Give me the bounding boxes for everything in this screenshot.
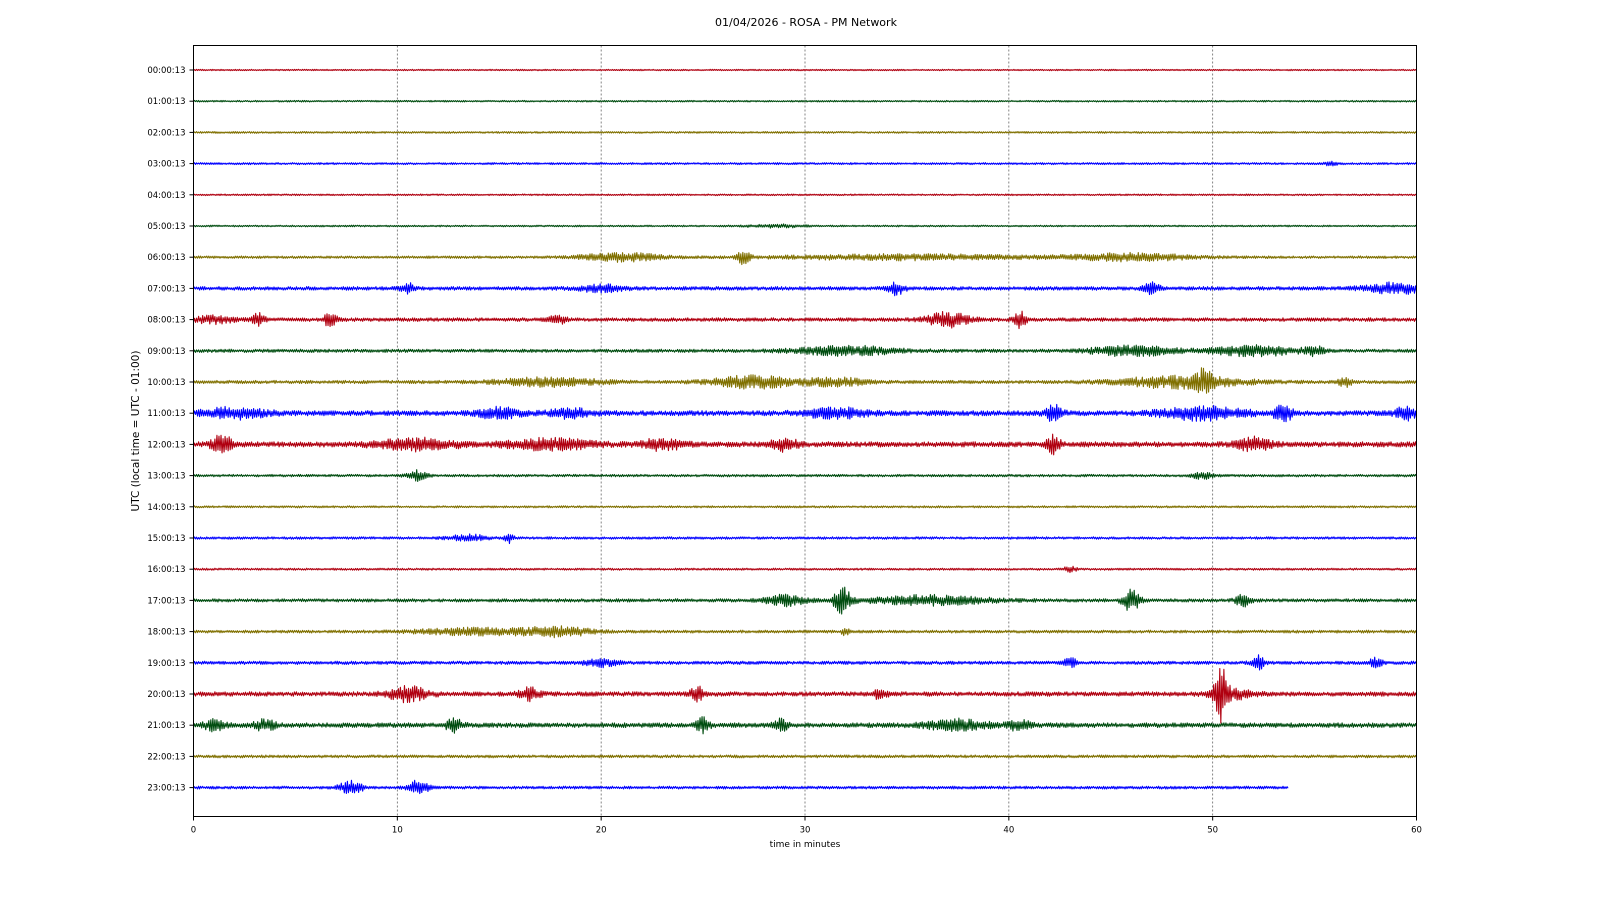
trace-line (193, 344, 1418, 358)
y-tick-label: 13:00:13 (147, 472, 185, 482)
trace-line (193, 779, 1289, 795)
trace-line (193, 625, 1417, 639)
trace-line (193, 654, 1417, 671)
y-tick-label: 00:00:13 (147, 66, 185, 76)
trace-line (193, 99, 1417, 103)
trace-line (193, 251, 1417, 266)
y-tick-label: 21:00:13 (147, 721, 185, 731)
y-tick-label: 16:00:13 (147, 565, 185, 575)
trace-line (193, 533, 1417, 545)
plot-frame (193, 45, 1417, 817)
chart-title: 01/04/2026 - ROSA - PM Network (715, 16, 898, 29)
y-tick-label: 22:00:13 (147, 752, 185, 762)
x-axis-label: time in minutes (770, 840, 841, 850)
y-tick-label: 05:00:13 (147, 222, 185, 232)
trace-line (193, 754, 1417, 759)
y-tick-label: 02:00:13 (147, 128, 185, 138)
trace-line (193, 505, 1417, 509)
y-tick-label: 19:00:13 (147, 659, 185, 669)
x-tick-label: 40 (1003, 826, 1014, 836)
y-tick-label: 11:00:13 (147, 409, 185, 419)
x-tick-label: 10 (392, 826, 403, 836)
trace-line (192, 403, 1418, 423)
y-tick-label: 10:00:13 (147, 378, 185, 388)
trace-line (193, 193, 1417, 197)
x-tick-label: 20 (596, 826, 607, 836)
y-tick-label: 06:00:13 (147, 253, 185, 263)
gridlines (396, 45, 1214, 817)
y-tick-label: 15:00:13 (147, 534, 185, 544)
x-tick-label: 50 (1207, 826, 1218, 836)
y-tick-label: 14:00:13 (147, 503, 185, 513)
y-tick-label: 08:00:13 (147, 316, 185, 326)
y-tick-label: 12:00:13 (147, 440, 185, 450)
y-tick-label: 18:00:13 (147, 628, 185, 638)
x-tick-label: 0 (191, 826, 196, 836)
y-tick-label: 20:00:13 (147, 690, 185, 700)
x-tick-label: 30 (800, 826, 811, 836)
y-tick-label: 23:00:13 (147, 784, 185, 794)
trace-line (192, 586, 1418, 615)
y-tick-label: 07:00:13 (147, 284, 185, 294)
trace-line (193, 469, 1417, 482)
trace-line (193, 223, 1417, 229)
y-axis-label: UTC (local time = UTC - 01:00) (130, 351, 142, 512)
trace-line (193, 281, 1418, 297)
y-tick-label: 17:00:13 (147, 596, 185, 606)
trace-line (192, 668, 1418, 724)
trace-line (192, 310, 1418, 330)
trace-line (193, 130, 1417, 134)
trace-line (193, 68, 1417, 72)
trace-line (192, 716, 1418, 735)
x-ticks: 0 10 20 30 40 50 60 (191, 816, 1422, 836)
trace-line (193, 565, 1417, 574)
trace-line (192, 433, 1418, 456)
trace-line (193, 160, 1417, 167)
y-tick-label: 03:00:13 (147, 160, 185, 170)
traces (192, 68, 1418, 795)
trace-line (192, 367, 1418, 394)
x-tick-label: 60 (1411, 826, 1422, 836)
y-tick-labels: 00:00:13 01:00:13 02:00:13 03:00:13 04:00:13… (147, 66, 194, 794)
y-tick-label: 04:00:13 (147, 191, 185, 201)
y-tick-label: 09:00:13 (147, 347, 185, 357)
y-tick-label: 01:00:13 (147, 97, 185, 107)
